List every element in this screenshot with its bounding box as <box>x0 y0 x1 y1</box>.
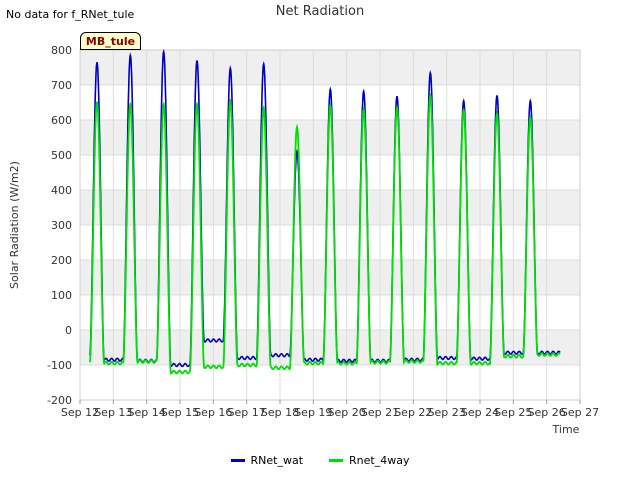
grid-band <box>80 330 580 365</box>
site-badge: MB_tule <box>80 32 141 50</box>
y-axis-ticks: -200 -100 0 100 200 300 400 500 600 700 800 <box>47 44 72 407</box>
y-tick-label: 700 <box>51 79 72 92</box>
x-tick-label: Sep 16 <box>194 406 232 419</box>
y-tick-label: 500 <box>51 149 72 162</box>
y-tick-label: 0 <box>65 324 72 337</box>
y-tick-label: 800 <box>51 44 72 57</box>
y-tick-label: 600 <box>51 114 72 127</box>
y-tick-label: 300 <box>51 219 72 232</box>
series-line-rnet-4way <box>89 92 561 375</box>
y-tick-label: 400 <box>51 184 72 197</box>
y-tick-label: -200 <box>47 394 72 407</box>
legend-item-rnet-wat: RNet_wat <box>230 454 304 467</box>
legend: RNet_wat Rnet_4way <box>0 454 640 467</box>
no-data-message: No data for f_RNet_tule <box>6 8 135 21</box>
x-tick-label: Sep 14 <box>128 406 166 419</box>
y-tick-label: 100 <box>51 289 72 302</box>
plot-frame <box>79 49 581 401</box>
x-tick-label: Sep 21 <box>361 406 399 419</box>
series-lines <box>89 48 561 375</box>
x-tick-label: Sep 18 <box>261 406 299 419</box>
legend-swatch-rnet-wat <box>230 459 245 462</box>
legend-swatch-rnet-4way <box>329 459 344 462</box>
x-tick-label: Sep 19 <box>294 406 332 419</box>
grid-band <box>80 120 580 155</box>
legend-label-rnet-4way: Rnet_4way <box>349 454 410 467</box>
legend-label-rnet-wat: RNet_wat <box>250 454 304 467</box>
x-tick-label: Sep 25 <box>494 406 532 419</box>
legend-item-rnet-4way: Rnet_4way <box>329 454 409 467</box>
x-tick-label: Sep 12 <box>61 406 99 419</box>
chart-title: Net Radiation <box>275 4 365 19</box>
grid-band <box>80 50 580 85</box>
grid-band <box>80 260 580 295</box>
grid-band <box>80 190 580 225</box>
y-axis-label: Solar Radiation (W/m2) <box>8 161 21 289</box>
x-tick-label: Sep 13 <box>94 406 132 419</box>
background-bands <box>80 50 580 365</box>
y-tick-label: -100 <box>47 359 72 372</box>
y-tick-label: 200 <box>51 254 72 267</box>
x-tick-label: Sep 15 <box>161 406 199 419</box>
x-tick-label: Sep 17 <box>228 406 266 419</box>
x-tick-label: Sep 24 <box>461 406 499 419</box>
x-tick-label: Sep 23 <box>428 406 466 419</box>
x-axis-label: Time <box>552 423 580 436</box>
x-tick-label: Sep 20 <box>328 406 366 419</box>
x-tick-label: Sep 27 <box>561 406 599 419</box>
x-tick-label: Sep 22 <box>394 406 432 419</box>
x-tick-label: Sep 26 <box>528 406 566 419</box>
